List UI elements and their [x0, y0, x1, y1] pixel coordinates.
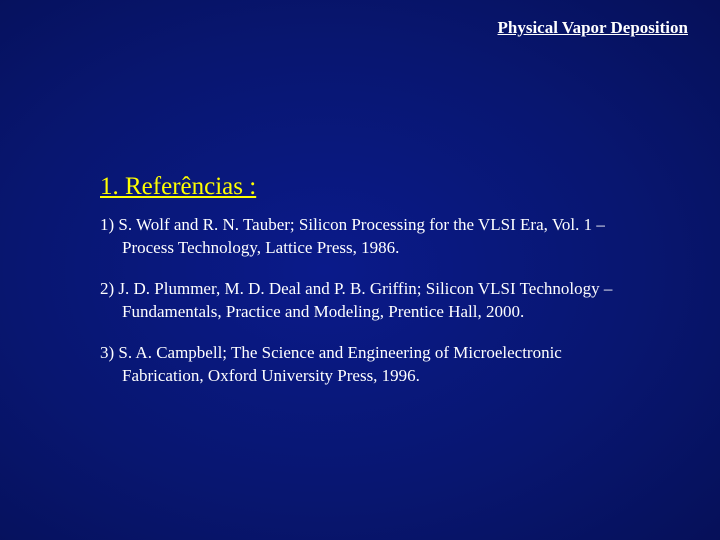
section-title: 1. Referências : — [100, 173, 256, 201]
reference-text: 3) S. A. Campbell; The Science and Engin… — [100, 342, 640, 388]
reference-item: 1) S. Wolf and R. N. Tauber; Silicon Pro… — [100, 214, 640, 260]
reference-text: 1) S. Wolf and R. N. Tauber; Silicon Pro… — [100, 214, 640, 260]
reference-item: 2) J. D. Plummer, M. D. Deal and P. B. G… — [100, 278, 640, 324]
slide-header-title: Physical Vapor Deposition — [497, 18, 688, 38]
reference-item: 3) S. A. Campbell; The Science and Engin… — [100, 342, 640, 388]
reference-text: 2) J. D. Plummer, M. D. Deal and P. B. G… — [100, 278, 640, 324]
references-block: 1) S. Wolf and R. N. Tauber; Silicon Pro… — [100, 214, 640, 406]
